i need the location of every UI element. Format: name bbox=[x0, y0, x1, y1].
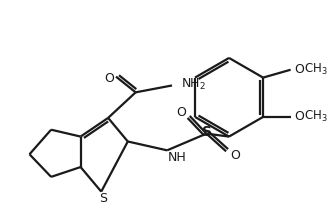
Text: O: O bbox=[104, 72, 114, 85]
Text: S: S bbox=[203, 125, 212, 139]
Text: CH$_3$: CH$_3$ bbox=[304, 109, 328, 125]
Text: O: O bbox=[294, 110, 304, 123]
Text: NH$_2$: NH$_2$ bbox=[181, 77, 206, 92]
Text: O: O bbox=[176, 106, 186, 118]
Text: O: O bbox=[294, 63, 304, 76]
Text: NH: NH bbox=[168, 151, 186, 164]
Text: O: O bbox=[230, 149, 240, 162]
Text: CH$_3$: CH$_3$ bbox=[304, 62, 328, 77]
Text: S: S bbox=[99, 192, 107, 205]
